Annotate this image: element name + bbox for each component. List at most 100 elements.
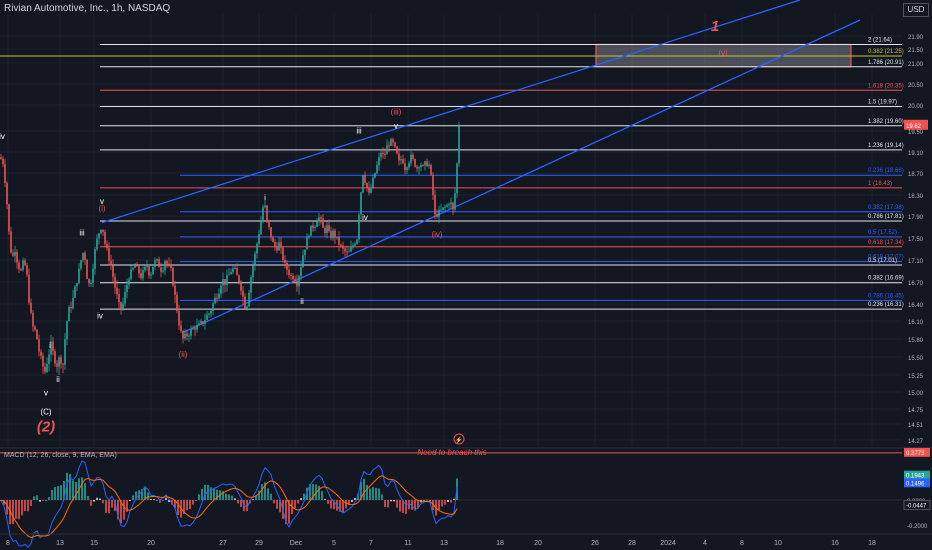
macd-hist-bar bbox=[255, 495, 257, 500]
macd-hist-bar bbox=[300, 498, 302, 500]
candle-body bbox=[128, 279, 130, 285]
macd-hist-bar bbox=[51, 489, 53, 500]
candle-body bbox=[286, 262, 288, 270]
macd-hist-bar bbox=[258, 490, 260, 500]
macd-hist-bar bbox=[408, 500, 410, 510]
candle-body bbox=[44, 366, 46, 372]
candle-body bbox=[430, 164, 432, 175]
macd-hist-bar bbox=[48, 497, 50, 500]
candle-body bbox=[190, 329, 192, 336]
wave-label-4: (C) bbox=[40, 408, 51, 417]
candle-body bbox=[214, 297, 216, 304]
candle-body bbox=[136, 265, 138, 267]
candle-body bbox=[394, 142, 396, 147]
candle-body bbox=[180, 325, 182, 331]
macd-hist-bar bbox=[297, 500, 299, 504]
wave-label-17: (iv) bbox=[431, 230, 442, 239]
macd-hist-bar bbox=[345, 500, 347, 509]
candle-body bbox=[260, 221, 262, 235]
candle-body bbox=[4, 164, 6, 184]
candle-body bbox=[72, 297, 74, 309]
candle-body bbox=[172, 268, 174, 286]
x-tick-20: 18 bbox=[868, 540, 876, 547]
macd-value-tag-0 bbox=[904, 447, 930, 457]
macd-hist-bar bbox=[186, 500, 188, 511]
macd-hist-bar bbox=[189, 500, 191, 510]
candle-body bbox=[224, 279, 226, 285]
candle-body bbox=[402, 159, 404, 164]
fib-label-6: 1.236 (19.14) bbox=[868, 143, 904, 149]
candle-body bbox=[342, 245, 344, 249]
y-tick-1: 21.50 bbox=[908, 48, 924, 54]
candle-body bbox=[174, 285, 176, 295]
candle-body bbox=[244, 296, 246, 309]
macd-hist-bar bbox=[72, 480, 74, 500]
candle-body bbox=[74, 286, 76, 298]
y-tick-15: 15.80 bbox=[908, 338, 924, 344]
macd-hist-bar bbox=[309, 484, 311, 500]
y-tick-21: 14.27 bbox=[908, 439, 924, 445]
candle-body bbox=[64, 339, 66, 365]
wave-label-5: (2) bbox=[37, 418, 55, 435]
macd-line bbox=[0, 460, 458, 548]
macd-hist-bar bbox=[351, 500, 353, 503]
candle-body bbox=[26, 265, 28, 275]
candle-body bbox=[300, 267, 302, 277]
candle-body bbox=[10, 231, 12, 253]
macd-hist-bar bbox=[207, 484, 209, 500]
candle-body bbox=[320, 217, 322, 219]
candle-body bbox=[166, 261, 168, 264]
wave-label-10: (ii) bbox=[179, 350, 188, 359]
candle-body bbox=[148, 266, 150, 276]
macd-value-label-3: -0.0447 bbox=[906, 504, 927, 510]
candle-body bbox=[314, 226, 316, 228]
candle-body bbox=[240, 281, 242, 291]
candle-body bbox=[410, 154, 412, 164]
candle-body bbox=[130, 269, 132, 280]
candle-body bbox=[298, 276, 300, 287]
macd-hist-bar bbox=[354, 498, 356, 500]
candle-body bbox=[66, 321, 68, 340]
macd-hist-bar bbox=[444, 500, 446, 505]
macd-indicator-label[interactable]: MACD (12, 26, close, 9, EMA, EMA) bbox=[4, 452, 117, 459]
macd-hist-bar bbox=[90, 500, 92, 506]
candle-body bbox=[162, 270, 164, 272]
candle-body bbox=[378, 157, 380, 166]
fib-label-12: 0.618 (17.34) bbox=[868, 240, 904, 246]
candle-body bbox=[70, 306, 72, 309]
candle-body bbox=[264, 205, 266, 208]
macd-hist-bar bbox=[147, 492, 149, 500]
candle-body bbox=[146, 266, 148, 268]
fib-label-0: 2 (21.64) bbox=[868, 37, 892, 43]
macd-hist-bar bbox=[204, 484, 206, 500]
last-price-tag bbox=[904, 119, 928, 130]
candle-body bbox=[318, 217, 320, 222]
candle-body bbox=[296, 281, 298, 287]
macd-hist-bar bbox=[417, 500, 419, 508]
fib-label-17: 0.236 (16.31) bbox=[868, 302, 904, 308]
macd-hist-bar bbox=[123, 500, 125, 520]
candle-body bbox=[438, 209, 440, 217]
wave-label-3: v bbox=[44, 388, 48, 397]
candle-body bbox=[110, 260, 112, 266]
candle-body bbox=[88, 278, 90, 284]
currency-button[interactable]: USD bbox=[903, 3, 929, 17]
x-tick-13: 26 bbox=[591, 540, 599, 547]
macd-hist-bar bbox=[387, 500, 389, 508]
macd-hist-bar bbox=[450, 500, 452, 503]
candle-body bbox=[284, 259, 286, 263]
candle-body bbox=[266, 205, 268, 220]
fib-label-3: 1.618 (20.35) bbox=[868, 83, 904, 89]
candle-body bbox=[374, 173, 376, 178]
macd-hist-bar bbox=[312, 484, 314, 500]
macd-hist-bar bbox=[108, 500, 110, 514]
x-tick-6: Dec bbox=[290, 540, 303, 547]
candle-body bbox=[352, 245, 354, 248]
trendline-upper bbox=[101, 0, 801, 224]
candle-body bbox=[348, 251, 350, 253]
candle-body bbox=[20, 269, 22, 271]
macd-hist-bar bbox=[168, 500, 170, 502]
wave-label-6: (i) bbox=[98, 204, 105, 213]
candle-body bbox=[54, 351, 56, 364]
